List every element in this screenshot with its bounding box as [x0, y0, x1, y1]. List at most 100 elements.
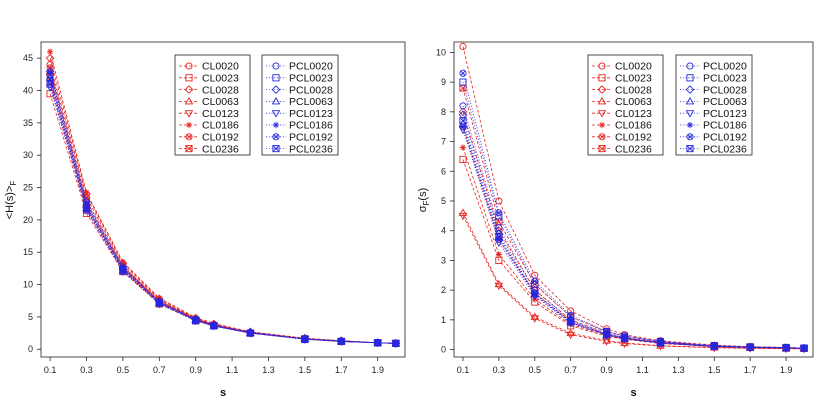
y-tick-label: 9	[441, 77, 446, 87]
series-line-cl0123	[462, 215, 805, 350]
x-tick-label: 1.3	[672, 365, 685, 375]
data-point	[567, 319, 574, 326]
legend-label: CL0236	[202, 143, 239, 155]
diamond-marker	[271, 85, 281, 94]
x-tick-label: 1.7	[335, 365, 348, 375]
data-point	[656, 339, 664, 347]
triangle-down-marker	[685, 110, 695, 118]
legend-label: PCL0020	[703, 61, 747, 73]
square-x-marker	[686, 145, 694, 153]
data-point	[82, 205, 91, 213]
data-point	[47, 69, 54, 76]
x-tick-label: 1.5	[299, 365, 312, 375]
data-point	[495, 209, 503, 217]
chart-panel-1: 0.1 0.3 0.5 0.7 0.9 1.1 1.3 1.5 1.7 1.9 0 5 10 15 20 25…	[4, 41, 406, 399]
triangle-up-marker	[271, 97, 281, 105]
y-axis-label: <H(s)>F	[4, 181, 18, 220]
plot-frame	[453, 41, 814, 358]
legend-cl: CL0020CL0023CL0028CL0063CL0123CL0186CL01…	[174, 54, 251, 156]
plot-area	[458, 42, 809, 354]
data-point	[800, 344, 808, 352]
x-axis-label: s	[220, 387, 226, 399]
y-tick-label: 6	[441, 166, 446, 176]
x-tick-label: 1.9	[371, 365, 384, 375]
legend-label: CL0023	[615, 73, 652, 85]
data-point	[530, 315, 540, 323]
square-marker	[185, 74, 193, 82]
legend-label: PCL0186	[703, 120, 747, 132]
data-point	[603, 331, 611, 339]
asterisk-marker	[686, 121, 694, 129]
data-point	[495, 224, 503, 232]
data-point	[459, 42, 467, 51]
x-tick-label: 0.9	[600, 365, 613, 375]
legend-label: CL0028	[615, 84, 652, 96]
circle-marker	[272, 62, 280, 70]
x-tick-label: 1.1	[226, 365, 239, 375]
data-point	[494, 279, 504, 288]
data-point	[459, 69, 467, 77]
data-point	[459, 78, 467, 86]
x-tick-label: 0.3	[80, 365, 93, 375]
legend-label: CL0123	[615, 108, 652, 120]
x-axis-label: s	[630, 387, 636, 399]
data-point	[531, 289, 539, 297]
asterisk-marker	[185, 121, 193, 129]
data-point	[458, 212, 468, 221]
y-tick-label: 10	[23, 280, 33, 290]
legend-pcl: PCL0020PCL0023PCL0028PCL0063PCL0123PCL01…	[675, 54, 753, 156]
plot-area	[45, 48, 401, 348]
triangle-up-marker	[685, 97, 695, 105]
y-tick-label: 0	[441, 345, 446, 355]
data-point	[495, 251, 502, 258]
y-tick-label: 25	[23, 183, 33, 193]
data-point	[459, 117, 467, 125]
legend-label: PCL0063	[289, 96, 333, 108]
y-tick-label: 0	[28, 344, 33, 354]
x-tick-label: 0.9	[189, 365, 202, 375]
circle-marker	[185, 62, 193, 70]
y-tick-label: 2	[441, 285, 446, 295]
diamond-marker	[597, 85, 607, 94]
legend-cl: CL0020CL0023CL0028CL0063CL0123CL0186CL01…	[587, 54, 664, 156]
legend-label: CL0063	[202, 96, 239, 108]
legend-label: PCL0186	[289, 120, 333, 132]
data-point	[155, 299, 163, 307]
data-point	[246, 329, 254, 337]
triangle-up-marker	[597, 97, 607, 105]
legend-label: PCL0020	[289, 61, 333, 73]
data-point	[458, 208, 468, 216]
legend-label: CL0020	[615, 61, 652, 73]
x-tick-label: 1.5	[708, 365, 721, 375]
series-line-pcl0028	[49, 70, 396, 344]
legend-label: CL0063	[615, 96, 652, 108]
legend-label: PCL0192	[703, 132, 747, 144]
y-tick-label: 8	[441, 107, 446, 117]
legend-label: PCL0236	[703, 143, 747, 155]
square-x-marker	[598, 145, 606, 153]
data-point	[46, 80, 54, 88]
data-point	[301, 335, 309, 344]
series-line-pcl0186	[462, 126, 805, 349]
y-tick-label: 7	[441, 137, 446, 147]
square-marker	[272, 74, 280, 82]
legend-pcl: PCL0020PCL0023PCL0028PCL0063PCL0123PCL01…	[261, 54, 339, 156]
triangle-down-marker	[597, 110, 607, 118]
legend-label: CL0023	[202, 73, 239, 85]
data-point	[47, 48, 54, 55]
series-line-pcl0063	[462, 123, 805, 349]
circle-x-marker	[272, 133, 280, 141]
circle-marker	[598, 62, 606, 70]
x-tick-label: 0.5	[529, 365, 542, 375]
y-tick-label: 3	[441, 255, 446, 265]
legend-label: PCL0063	[703, 96, 747, 108]
y-tick-label: 5	[441, 196, 446, 206]
y-tick-label: 4	[441, 226, 446, 236]
data-point	[337, 337, 345, 346]
legend-label: PCL0123	[703, 108, 747, 120]
data-point	[494, 282, 504, 291]
y-tick-label: 20	[23, 215, 33, 225]
data-point	[495, 233, 503, 241]
x-tick-label: 1.9	[780, 365, 793, 375]
